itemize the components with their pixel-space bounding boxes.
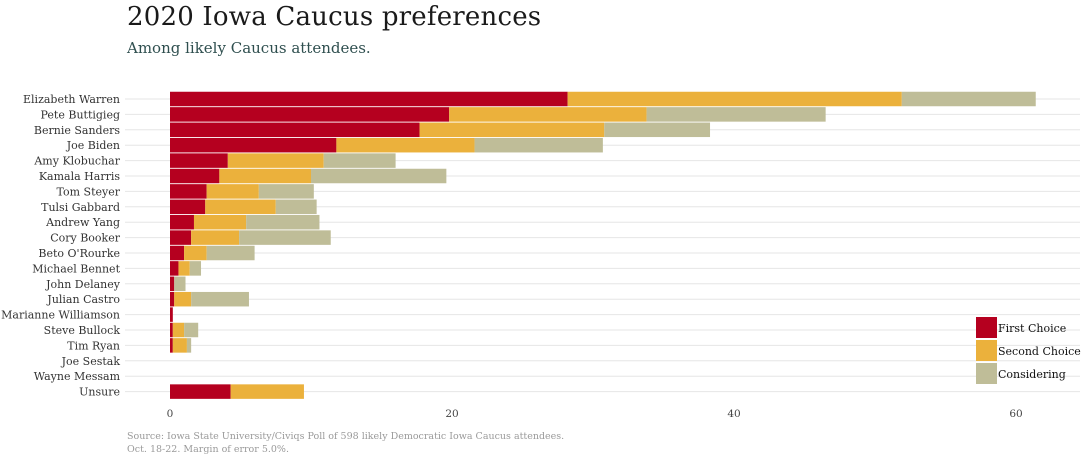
chart-subtitle: Among likely Caucus attendees. [127,39,371,57]
bar-segment-considering [246,214,320,230]
bar-segment-considering [189,261,202,276]
bar-segment-first [170,276,175,292]
category-label: John Delaney [45,278,121,291]
bar-segment-considering [275,199,317,215]
bar-segment-considering [239,230,331,245]
category-label: Wayne Messam [34,370,121,383]
bar-segment-first [170,153,228,168]
bar-segment-first [170,91,568,107]
bar-segment-first [170,168,220,184]
category-label: Julian Castro [46,293,120,306]
x-axis-ticks: 0 20 40 60 [167,408,1023,420]
bar-segment-second [205,199,276,215]
category-label: Tom Steyer [57,185,121,198]
bar-segment-first [170,322,173,338]
bar-segment-first [170,137,337,153]
caption-line-1: Source: Iowa State University/Civiqs Pol… [127,431,565,442]
bar-segment-considering [258,184,314,199]
category-label: Tulsi Gabbard [41,201,120,214]
bar-segment-first [170,199,206,215]
bar-segment-second [191,230,240,245]
bar-segment-first [170,107,450,122]
x-tick-label: 40 [727,408,740,420]
caption-line-2: Oct. 18-22. Margin of error 5.0%. [127,443,289,455]
bar-segment-second [172,338,187,353]
bar-segment-considering [191,291,249,307]
bar-segment-considering [174,276,186,292]
category-label: Elizabeth Warren [23,93,120,106]
category-label: Steve Bullock [44,324,121,337]
category-label: Tim Ryan [67,339,120,352]
category-label: Bernie Sanders [34,124,120,137]
bar-segment-first [170,261,179,276]
bar-segment-second [227,153,324,168]
bar-segment-considering [311,168,447,184]
bar-segment-first [170,214,194,230]
category-label: Cory Booker [50,232,121,245]
legend-label: Second Choice [998,345,1081,358]
bar-segment-second [567,91,902,107]
legend-swatch-considering [976,363,997,384]
category-label: Beto O'Rourke [38,247,120,260]
legend-label: First Choice [998,322,1066,335]
bar-segment-first [170,230,192,245]
category-label: Andrew Yang [45,216,120,229]
bar-segment-second [178,261,190,276]
category-label: Joe Biden [66,139,120,152]
category-label: Pete Buttigieg [41,108,120,121]
x-tick-label: 60 [1009,408,1022,420]
bar-segment-considering [184,322,199,338]
bar-segment-second [419,122,605,138]
bar-segment-first [170,384,231,399]
bar-segment-first [170,307,173,322]
bar-segment-second [449,107,647,122]
legend-swatch-first [976,317,997,338]
bar-segment-second [193,214,247,230]
bar-segment-considering [901,91,1036,107]
source-caption: Source: Iowa State University/Civiqs Pol… [127,431,564,456]
bars [170,91,1036,399]
category-label: Amy Klobuchar [33,155,120,168]
category-label: Unsure [79,386,120,399]
bar-segment-first [170,184,207,199]
bar-segment-second [184,245,207,261]
bar-segment-first [170,338,173,353]
bar-segment-second [219,168,311,184]
category-labels: Elizabeth Warren Pete Buttigieg Bernie San… [1,93,121,399]
category-label: Marianne Williamson [1,309,120,322]
bar-segment-considering [474,137,603,153]
bar-segment-considering [604,122,711,138]
bar-segment-second [172,322,185,338]
bar-segment-first [170,291,175,307]
bar-segment-considering [323,153,396,168]
legend: First Choice Second Choice Considering [976,317,1081,384]
legend-label: Considering [998,368,1066,381]
chart-title: 2020 Iowa Caucus preferences [127,2,542,32]
category-label: Michael Bennet [32,262,120,275]
bar-segment-considering [186,338,192,353]
bar-segment-considering [646,107,826,122]
legend-swatch-second [976,340,997,361]
x-tick-label: 20 [445,408,458,420]
bar-segment-considering [206,245,255,261]
x-tick-label: 0 [167,408,174,420]
bar-segment-second [336,137,475,153]
category-label: Kamala Harris [39,170,121,183]
bar-segment-second [230,384,304,399]
bar-segment-first [170,122,420,138]
bar-segment-second [206,184,259,199]
category-label: Joe Sestak [61,355,121,368]
bar-segment-first [170,245,185,261]
bar-segment-second [174,291,192,307]
